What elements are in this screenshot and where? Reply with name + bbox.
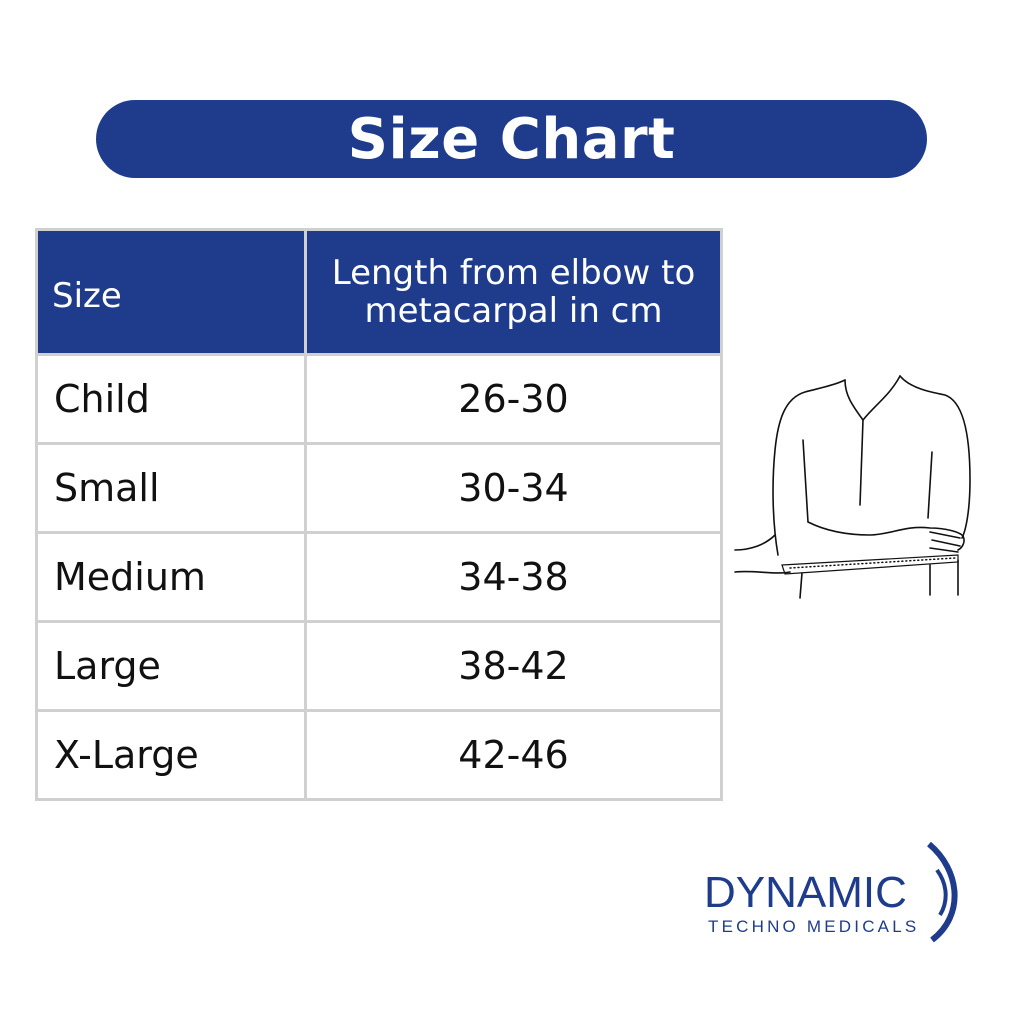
table-row: Small 30-34 bbox=[35, 442, 723, 534]
size-cell: Child bbox=[35, 353, 307, 445]
header-length: Length from elbow to metacarpal in cm bbox=[304, 228, 723, 356]
brand-tagline: TECHNO MEDICALS bbox=[708, 917, 920, 936]
page-title: Size Chart bbox=[347, 106, 676, 172]
size-cell: Small bbox=[35, 442, 307, 534]
table-row: Medium 34-38 bbox=[35, 531, 723, 623]
range-cell: 30-34 bbox=[304, 442, 723, 534]
size-cell: X-Large bbox=[35, 709, 307, 801]
size-cell: Large bbox=[35, 620, 307, 712]
table-row: Large 38-42 bbox=[35, 620, 723, 712]
range-cell: 42-46 bbox=[304, 709, 723, 801]
range-cell: 34-38 bbox=[304, 531, 723, 623]
arm-measurement-illustration bbox=[734, 375, 971, 599]
range-cell: 38-42 bbox=[304, 620, 723, 712]
table-row: Child 26-30 bbox=[35, 353, 723, 445]
title-banner: Size Chart bbox=[96, 100, 927, 178]
brand-name: DYNAMIC bbox=[704, 868, 907, 917]
size-table: Size Length from elbow to metacarpal in … bbox=[35, 228, 723, 801]
header-size: Size bbox=[35, 228, 307, 356]
table-row: X-Large 42-46 bbox=[35, 709, 723, 801]
range-cell: 26-30 bbox=[304, 353, 723, 445]
brand-logo: DYNAMIC TECHNO MEDICALS bbox=[700, 840, 970, 950]
signal-arcs-icon bbox=[927, 841, 958, 943]
size-cell: Medium bbox=[35, 531, 307, 623]
table-header-row: Size Length from elbow to metacarpal in … bbox=[35, 228, 723, 356]
